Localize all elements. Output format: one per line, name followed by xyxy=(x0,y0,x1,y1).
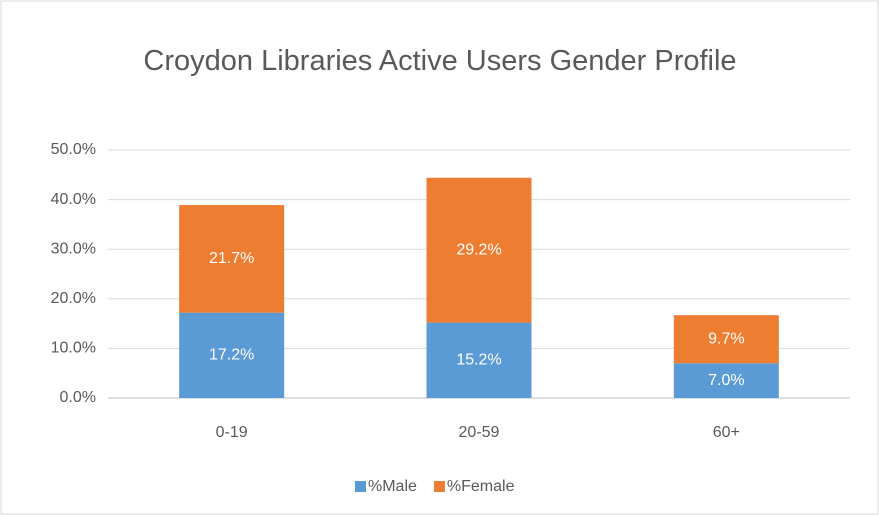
chart-title: Croydon Libraries Active Users Gender Pr… xyxy=(143,45,737,77)
data-label: 29.2% xyxy=(456,241,501,258)
y-tick-label: 0.0% xyxy=(60,389,96,406)
bar-segment xyxy=(179,205,285,313)
legend-swatch xyxy=(355,481,366,492)
y-tick-label: 30.0% xyxy=(51,240,96,257)
legend-label: %Female xyxy=(447,478,515,495)
bar-segment xyxy=(673,315,779,364)
legend-label: %Male xyxy=(368,478,417,495)
y-tick-label: 20.0% xyxy=(51,290,96,307)
x-tick-label: 0-19 xyxy=(216,424,248,441)
data-label: 15.2% xyxy=(456,352,501,369)
y-tick-label: 40.0% xyxy=(51,191,96,208)
data-label: 17.2% xyxy=(209,347,254,364)
bar-segment xyxy=(673,363,779,398)
data-label: 7.0% xyxy=(708,372,744,389)
bar-segment xyxy=(426,177,532,323)
bar-segment xyxy=(426,322,532,398)
x-tick-label: 20-59 xyxy=(459,424,500,441)
y-tick-label: 50.0% xyxy=(51,141,96,158)
legend-swatch xyxy=(433,481,445,492)
x-tick-label: 60+ xyxy=(713,424,740,441)
y-tick-label: 10.0% xyxy=(51,340,96,357)
data-label: 9.7% xyxy=(708,330,744,347)
bar-segment xyxy=(179,312,285,398)
data-label: 21.7% xyxy=(209,250,254,267)
